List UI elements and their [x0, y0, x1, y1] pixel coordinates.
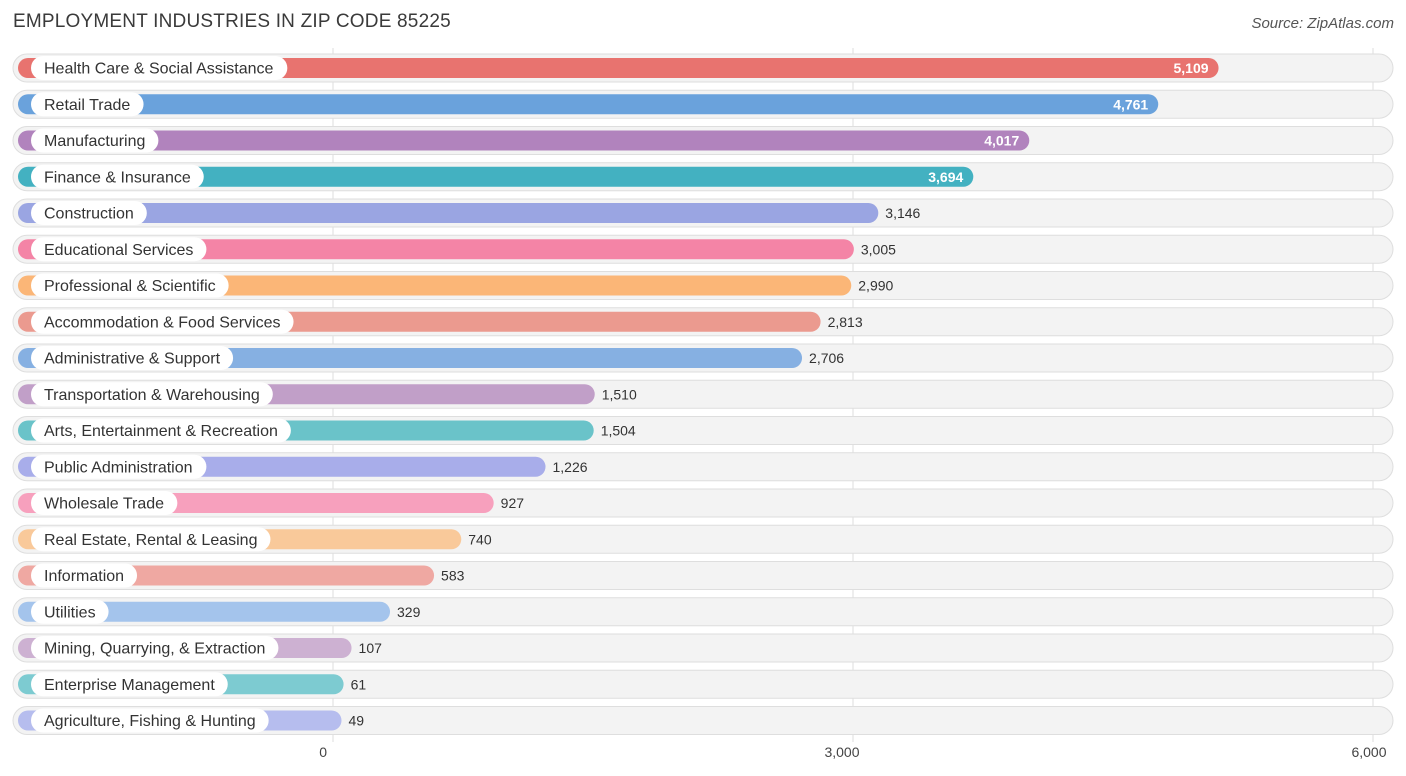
category-label: Finance & Insurance [44, 169, 191, 186]
category-label: Health Care & Social Assistance [44, 61, 274, 78]
bar-track [12, 706, 1394, 735]
tick-label: 0 [319, 744, 327, 760]
bar-row: Administrative & Support 2,706 [12, 343, 1394, 373]
bar-row: Utilities 329 [12, 597, 1394, 627]
value-label: 2,706 [809, 350, 844, 366]
value-label: 927 [501, 495, 525, 511]
value-label: 583 [441, 568, 465, 584]
bar-row: Finance & Insurance 3,694 [12, 162, 1394, 192]
bar-row: Wholesale Trade 927 [12, 488, 1394, 518]
value-label: 1,226 [553, 459, 588, 475]
value-label: 49 [348, 713, 364, 729]
category-label: Manufacturing [44, 133, 145, 150]
bar-row: Agriculture, Fishing & Hunting 49 [12, 706, 1394, 735]
category-label-pill [31, 454, 207, 479]
category-label-pill [31, 164, 204, 189]
value-label: 3,694 [928, 169, 963, 185]
bar [18, 94, 1159, 115]
value-label: 2,990 [858, 278, 893, 294]
bar-row: Manufacturing 4,017 [12, 126, 1394, 155]
bar-row: Arts, Entertainment & Recreation 1,504 [12, 416, 1394, 445]
value-label: 740 [468, 531, 492, 547]
category-label: Educational Services [44, 242, 193, 259]
value-label: 5,109 [1174, 60, 1209, 76]
value-label: 1,504 [601, 423, 636, 439]
category-label-pill [31, 599, 109, 624]
category-label-pill [31, 56, 288, 80]
category-label-pill [31, 418, 291, 443]
bar-row: Mining, Quarrying, & Extraction 107 [12, 633, 1394, 663]
chart-title: EMPLOYMENT INDUSTRIES IN ZIP CODE 85225 [13, 11, 451, 32]
category-label: Construction [44, 206, 134, 223]
category-label: Public Administration [44, 459, 193, 476]
bar [18, 601, 391, 622]
bar-row: Enterprise Management 61 [12, 669, 1394, 699]
category-label-pill [31, 527, 271, 552]
bar-track [12, 669, 1394, 699]
category-label-pill [31, 237, 207, 262]
bar-row: Real Estate, Rental & Leasing 740 [12, 524, 1394, 554]
value-label: 107 [359, 640, 383, 656]
category-label: Agriculture, Fishing & Hunting [44, 713, 256, 730]
bar-row: Information 583 [12, 561, 1394, 590]
category-label: Enterprise Management [44, 677, 215, 694]
bar [18, 166, 974, 187]
category-label: Professional & Scientific [44, 278, 216, 295]
value-label: 4,761 [1113, 96, 1148, 112]
category-label: Real Estate, Rental & Leasing [44, 532, 257, 549]
category-label: Utilities [44, 604, 96, 621]
bar-row: Transportation & Warehousing 1,510 [12, 379, 1394, 409]
value-label: 3,146 [885, 205, 920, 221]
bar-row: Health Care & Social Assistance 5,109 [12, 53, 1394, 83]
category-label: Retail Trade [44, 97, 130, 114]
category-label-pill [31, 273, 229, 298]
bar [18, 130, 1030, 151]
bar-track [12, 633, 1394, 663]
bar [18, 239, 854, 260]
category-label-pill [31, 92, 144, 117]
tick-label: 6,000 [1351, 744, 1386, 760]
tick-label: 3,000 [824, 744, 859, 760]
category-label-pill [31, 309, 294, 334]
category-label: Accommodation & Food Services [44, 314, 281, 331]
category-label-pill [31, 563, 138, 588]
value-label: 329 [397, 604, 421, 620]
category-label: Transportation & Warehousing [44, 387, 260, 404]
category-label: Administrative & Support [44, 351, 221, 368]
category-label-pill [31, 636, 279, 660]
bar-row: Retail Trade 4,761 [12, 89, 1394, 119]
bar-row: Construction 3,146 [12, 198, 1394, 228]
bar-row: Educational Services 3,005 [12, 234, 1394, 264]
bar [18, 203, 879, 223]
bar-row: Professional & Scientific 2,990 [12, 271, 1394, 300]
bar [18, 58, 1219, 78]
category-label-pill [31, 491, 178, 515]
category-label: Wholesale Trade [44, 496, 164, 513]
value-label: 1,510 [602, 386, 637, 402]
value-label: 2,813 [828, 314, 863, 330]
x-axis-ticks: 0 3,000 6,000 [319, 744, 1387, 760]
bar-row: Public Administration 1,226 [12, 452, 1394, 482]
value-label: 61 [351, 676, 367, 692]
category-label-pill [31, 672, 228, 697]
category-label-pill [31, 382, 273, 407]
category-label-pill [31, 346, 234, 370]
category-label-pill [31, 201, 147, 225]
bar-row: Accommodation & Food Services 2,813 [12, 307, 1394, 337]
source-attribution: Source: ZipAtlas.com [1251, 15, 1394, 32]
category-label-pill [31, 128, 159, 153]
value-label: 4,017 [984, 133, 1019, 149]
value-label: 3,005 [861, 241, 896, 257]
category-label: Information [44, 568, 124, 585]
category-label: Arts, Entertainment & Recreation [44, 423, 278, 440]
category-label-pill [31, 708, 269, 733]
category-label: Mining, Quarrying, & Extraction [44, 641, 265, 658]
bar-rows: Health Care & Social Assistance 5,109 Reta… [12, 53, 1394, 735]
